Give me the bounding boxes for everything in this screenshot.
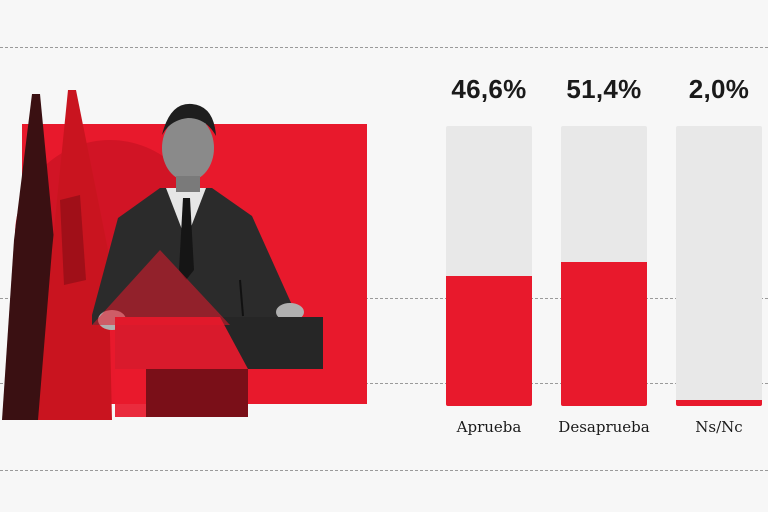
value-label-nsnc: 2,0% [688, 74, 750, 104]
bar-track-aprueba [446, 126, 532, 406]
bar-desaprueba [561, 262, 647, 406]
category-label-desaprueba: Desaprueba [558, 418, 650, 436]
dashed-divider-bottom [0, 470, 768, 471]
dashed-divider-middle [0, 298, 768, 299]
approval-bar-chart: 46,6% Aprueba 51,4% Desaprueba 2,0% Ns/N… [420, 60, 768, 440]
value-label-desaprueba: 51,4% [566, 74, 642, 104]
dashed-divider-top [0, 47, 768, 48]
podium-base [146, 369, 248, 417]
bar-aprueba [446, 275, 532, 406]
bar-nsnc [676, 400, 762, 406]
dashed-divider-lower [0, 383, 768, 384]
head [162, 115, 214, 181]
value-label-aprueba: 46,6% [451, 74, 527, 104]
category-label-nsnc: Ns/Nc [695, 418, 743, 436]
flag-dark [2, 94, 54, 420]
politician-illustration [2, 90, 367, 420]
bar-track-desaprueba [561, 126, 647, 406]
bar-track-nsnc [676, 126, 762, 406]
category-label-aprueba: Aprueba [456, 418, 522, 436]
